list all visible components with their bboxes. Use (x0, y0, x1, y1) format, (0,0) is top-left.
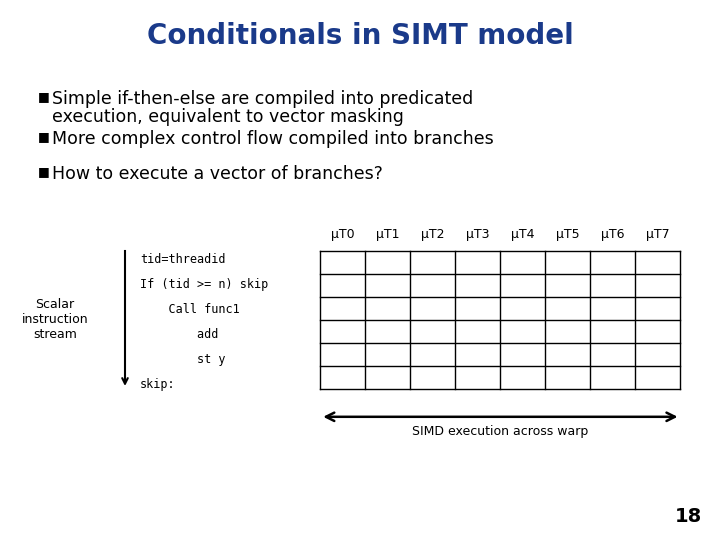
Text: Conditionals in SIMT model: Conditionals in SIMT model (147, 22, 573, 50)
Text: μT0: μT0 (331, 228, 355, 241)
Text: add: add (140, 328, 218, 341)
Text: μT6: μT6 (601, 228, 625, 241)
Text: SIMD execution across warp: SIMD execution across warp (413, 425, 588, 438)
Text: Scalar
instruction
stream: Scalar instruction stream (22, 299, 89, 341)
Text: ■: ■ (38, 90, 50, 103)
Text: 18: 18 (675, 507, 702, 526)
Text: st y: st y (140, 353, 225, 366)
Text: More complex control flow compiled into branches: More complex control flow compiled into … (52, 130, 494, 148)
Text: μT7: μT7 (646, 228, 670, 241)
Text: μT3: μT3 (466, 228, 490, 241)
Text: μT2: μT2 (421, 228, 445, 241)
Text: skip:: skip: (140, 379, 176, 392)
Text: Simple if-then-else are compiled into predicated: Simple if-then-else are compiled into pr… (52, 90, 473, 108)
Text: ■: ■ (38, 130, 50, 143)
Text: μT1: μT1 (376, 228, 400, 241)
Text: μT5: μT5 (556, 228, 580, 241)
Text: If (tid >= n) skip: If (tid >= n) skip (140, 278, 269, 291)
Text: execution, equivalent to vector masking: execution, equivalent to vector masking (52, 108, 404, 126)
Text: ■: ■ (38, 165, 50, 178)
Text: How to execute a vector of branches?: How to execute a vector of branches? (52, 165, 383, 183)
Text: μT4: μT4 (511, 228, 535, 241)
Text: tid=threadid: tid=threadid (140, 253, 225, 266)
Text: Call func1: Call func1 (140, 303, 240, 316)
